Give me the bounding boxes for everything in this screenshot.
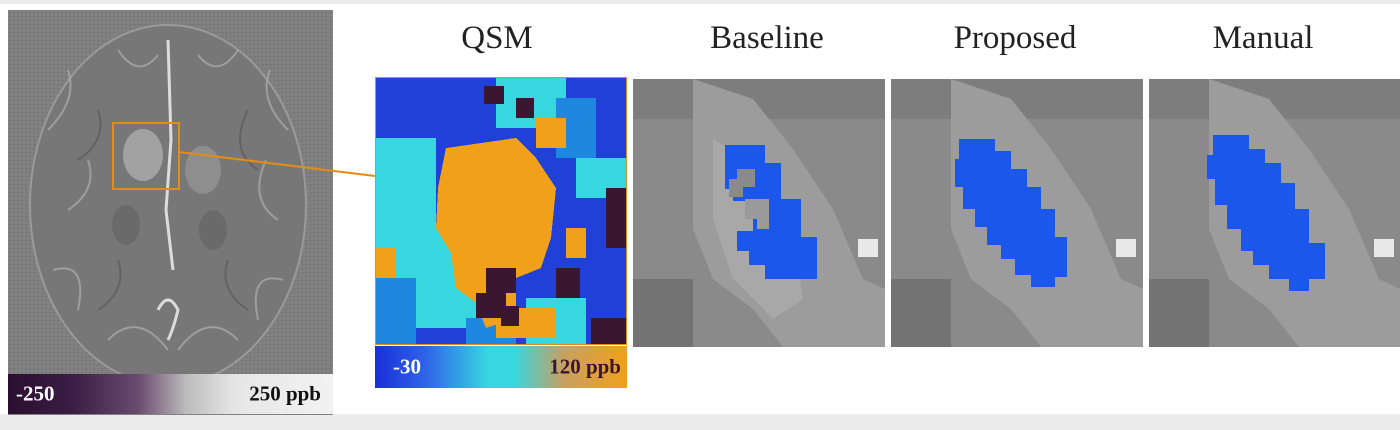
roi-box [112, 122, 180, 190]
column-title-baseline: Baseline [710, 20, 824, 56]
qsm-colorbar-max: 120 ppb [549, 354, 621, 379]
overview-colorbar-max: 250 ppb [249, 381, 321, 406]
column-title-qsm: QSM [461, 20, 533, 56]
roi-connector-line [178, 151, 376, 177]
qsm-colorbar: -30 120 ppb [375, 346, 627, 388]
overview-colorbar-min: -250 [16, 381, 55, 406]
column-title-manual: Manual [1212, 20, 1314, 56]
brain-overview-image [8, 10, 333, 415]
figure-canvas: -250 250 ppb QSM Baseline Proposed Manua… [0, 4, 1400, 415]
proposed-segmentation-image [891, 79, 1143, 347]
baseline-segmentation-panel [633, 79, 885, 347]
qsm-colorbar-min: -30 [393, 354, 421, 379]
proposed-segmentation-panel [891, 79, 1143, 347]
column-title-proposed: Proposed [953, 20, 1077, 56]
overview-colorbar: -250 250 ppb [8, 374, 333, 414]
qsm-zoom-panel [375, 77, 627, 345]
baseline-segmentation-image [633, 79, 885, 347]
manual-segmentation-image [1149, 79, 1400, 347]
qsm-zoom-image [376, 78, 626, 344]
manual-segmentation-panel [1149, 79, 1400, 347]
brain-overview-panel [8, 10, 333, 415]
